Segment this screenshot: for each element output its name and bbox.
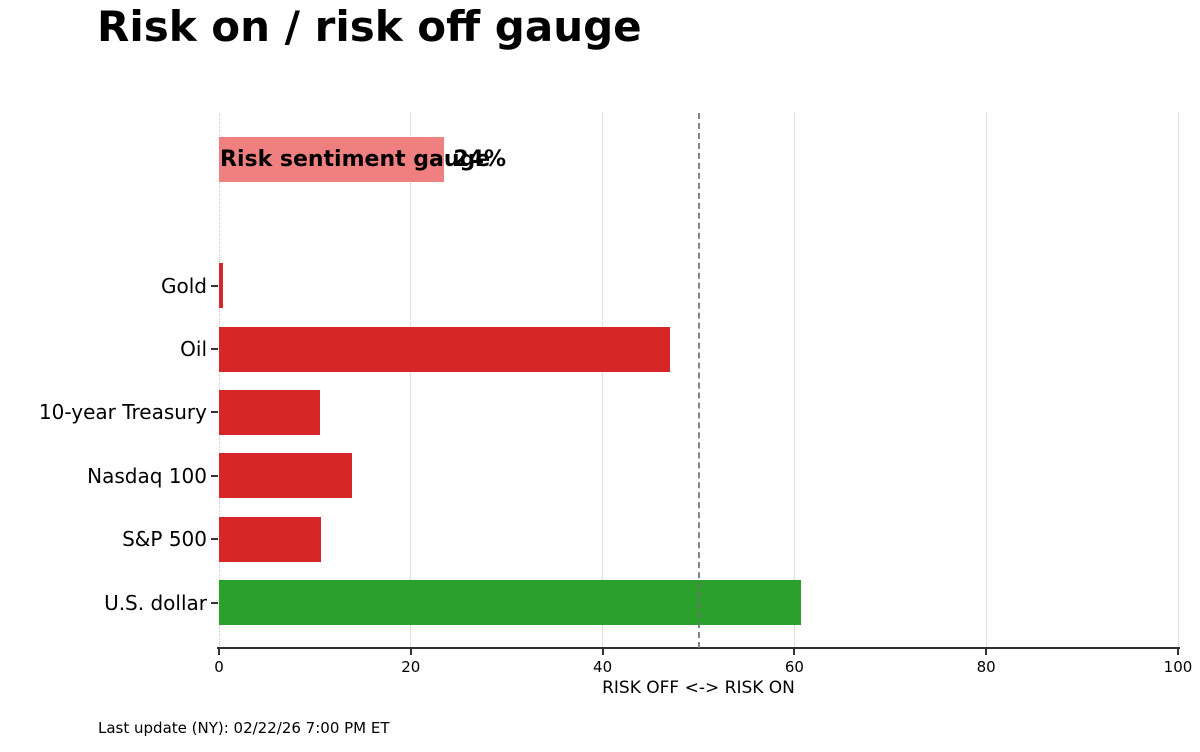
- category-label-gold: Gold: [161, 273, 207, 298]
- x-tick-label-60: 60: [784, 658, 804, 676]
- x-tick-mark-0: [218, 648, 220, 655]
- y-tick-mark-4: [211, 538, 218, 541]
- x-tick-label-80: 80: [976, 658, 996, 676]
- category-label-oil: Oil: [180, 337, 207, 362]
- y-tick-mark-2: [211, 411, 218, 414]
- page-title: Risk on / risk off gauge: [97, 2, 642, 51]
- gridline-x-40: [602, 113, 604, 648]
- category-label-nasdaq-100: Nasdaq 100: [87, 463, 207, 488]
- x-tick-label-100: 100: [1163, 658, 1193, 676]
- category-label-s-p-500: S&P 500: [122, 527, 207, 552]
- gridline-x-20: [410, 113, 412, 648]
- x-tick-mark-80: [985, 648, 988, 655]
- bar-gold: [219, 263, 223, 309]
- x-axis-label: RISK OFF <-> RISK ON: [602, 678, 795, 698]
- y-tick-mark-3: [211, 474, 218, 477]
- y-tick-mark-5: [211, 601, 218, 604]
- bar-oil: [219, 326, 670, 372]
- gauge-label-text: Risk sentiment gauge: [220, 146, 491, 172]
- bar-10-year-treasury: [219, 389, 320, 435]
- x-tick-label-20: 20: [401, 658, 421, 676]
- gridline-x-100: [1177, 113, 1179, 648]
- gauge-percent-text: 24%: [453, 146, 507, 172]
- reference-line-50: [697, 113, 700, 648]
- category-label-u-s-dollar: U.S. dollar: [104, 590, 207, 615]
- gridline-x-0: [218, 113, 220, 648]
- y-tick-mark-0: [211, 284, 218, 287]
- gauge-bar: [219, 136, 445, 182]
- y-tick-mark-1: [211, 348, 218, 351]
- plot-area: 0 20 40 60 80 100 Risk sentiment gauge 24%: [211, 113, 1192, 676]
- bar-u-s-dollar: [219, 580, 802, 626]
- gridline-x-80: [985, 113, 987, 648]
- gridline-x-60: [793, 113, 795, 648]
- category-label-10-year-treasury: 10-year Treasury: [38, 400, 207, 425]
- x-tick-label-40: 40: [593, 658, 613, 676]
- x-tick-mark-60: [793, 648, 796, 655]
- x-tick-label-0: 0: [214, 658, 224, 676]
- bar-nasdaq-100: [219, 453, 353, 499]
- x-tick-mark-100: [1177, 648, 1179, 655]
- last-update-text: Last update (NY): 02/22/26 7:00 PM ET: [98, 719, 390, 737]
- x-tick-mark-20: [409, 648, 412, 655]
- x-tick-mark-40: [601, 648, 604, 655]
- bar-s-p-500: [219, 516, 321, 562]
